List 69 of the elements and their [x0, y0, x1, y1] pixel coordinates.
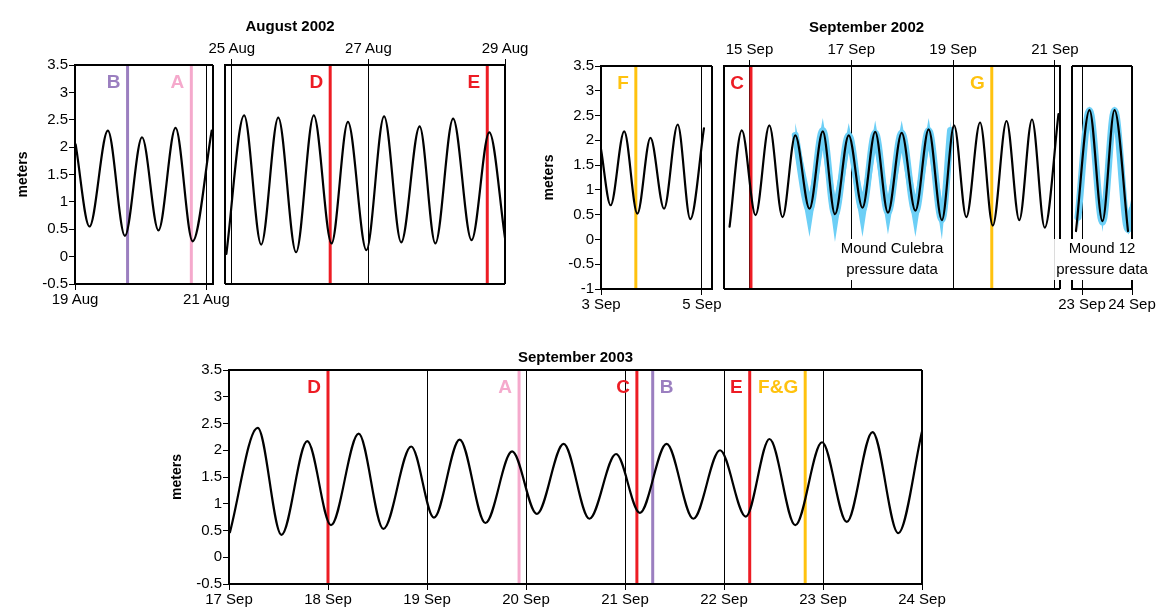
x-tick-label: 23 Sep	[1058, 295, 1106, 313]
y-tick-label: 3	[213, 386, 222, 404]
ref-line-label: F	[617, 72, 629, 94]
y-tick-label: -0.5	[196, 574, 222, 592]
y-axis-title: meters	[540, 154, 557, 201]
x-tick-label: 29 Aug	[481, 39, 529, 57]
y-tick-label: 0.5	[573, 204, 594, 222]
x-tick-label: 25 Aug	[208, 39, 256, 57]
y-axis-title: meters	[168, 453, 185, 500]
x-tick-label: 17 Sep	[827, 40, 876, 58]
x-tick-label: 24 Sep	[898, 590, 946, 608]
annotation: Mound 12 pressure data	[1056, 239, 1149, 278]
ref-line-label: B	[659, 376, 674, 398]
x-tick-label: 5 Sep	[682, 295, 722, 313]
y-tick-label: 1	[585, 180, 594, 198]
ref-line-label: D	[307, 376, 321, 398]
y-tick-label: 2.5	[573, 105, 594, 123]
y-tick-label: 0	[213, 547, 222, 565]
x-tick-label: 17 Sep	[205, 590, 253, 608]
x-tick-label: 3 Sep	[581, 295, 621, 313]
y-tick-label: 2.5	[201, 413, 222, 431]
y-tick-label: 1.5	[201, 467, 222, 485]
x-tick-label: 15 Sep	[725, 40, 774, 58]
y-tick-label: 2.5	[47, 109, 68, 127]
chart-title: September 2002	[809, 18, 925, 35]
x-tick-label: 22 Sep	[700, 590, 748, 608]
y-axis-title: meters	[14, 151, 31, 198]
y-tick-label: 2	[59, 137, 68, 155]
ref-line-label: E	[730, 376, 743, 398]
x-tick-label: 21 Sep	[601, 590, 649, 608]
y-tick-label: 1	[213, 493, 222, 511]
annotation: Mound Culebra pressure data	[840, 239, 944, 278]
y-tick-label: 3	[585, 80, 594, 98]
y-tick-label: 2	[585, 130, 594, 148]
y-tick-label: 1.5	[573, 155, 594, 173]
y-tick-label: 2	[213, 440, 222, 458]
x-tick-label: 24 Sep	[1108, 295, 1156, 313]
x-tick-label: 23 Sep	[799, 590, 847, 608]
ref-line-label: E	[467, 71, 481, 93]
ref-line-label: D	[309, 71, 324, 93]
y-tick-label: 3	[59, 82, 68, 100]
x-tick-label: 27 Aug	[345, 39, 392, 57]
x-tick-label: 19 Aug	[51, 290, 99, 308]
y-tick-label: -0.5	[568, 254, 594, 272]
y-tick-label: 0.5	[47, 219, 68, 237]
y-tick-label: 3.5	[201, 360, 222, 378]
x-tick-label: 21 Sep	[1031, 40, 1079, 58]
chart-title: September 2003	[518, 348, 634, 365]
ref-line-label: A	[498, 376, 513, 398]
ref-line-label: F&G	[758, 376, 799, 398]
ref-line-label: C	[730, 72, 745, 94]
ref-line-label: G	[969, 72, 985, 94]
ref-line-label: A	[170, 71, 185, 93]
x-tick-label: 19 Sep	[929, 40, 977, 58]
x-tick-label: 19 Sep	[403, 590, 451, 608]
y-tick-label: 0.5	[201, 520, 222, 538]
y-tick-label: 3.5	[47, 55, 68, 73]
x-tick-label: 18 Sep	[304, 590, 352, 608]
y-tick-label: -1	[580, 279, 594, 297]
ref-line-label: B	[106, 71, 121, 93]
x-tick-label: 20 Sep	[502, 590, 550, 608]
y-tick-label: 1.5	[47, 164, 68, 182]
y-tick-label: 0	[59, 246, 68, 264]
y-tick-label: -0.5	[42, 274, 68, 292]
y-tick-label: 1	[59, 192, 68, 210]
chart-title: August 2002	[245, 17, 335, 34]
x-tick-label: 21 Aug	[183, 290, 230, 308]
y-tick-label: 3.5	[573, 56, 594, 74]
y-tick-label: 0	[585, 229, 594, 247]
